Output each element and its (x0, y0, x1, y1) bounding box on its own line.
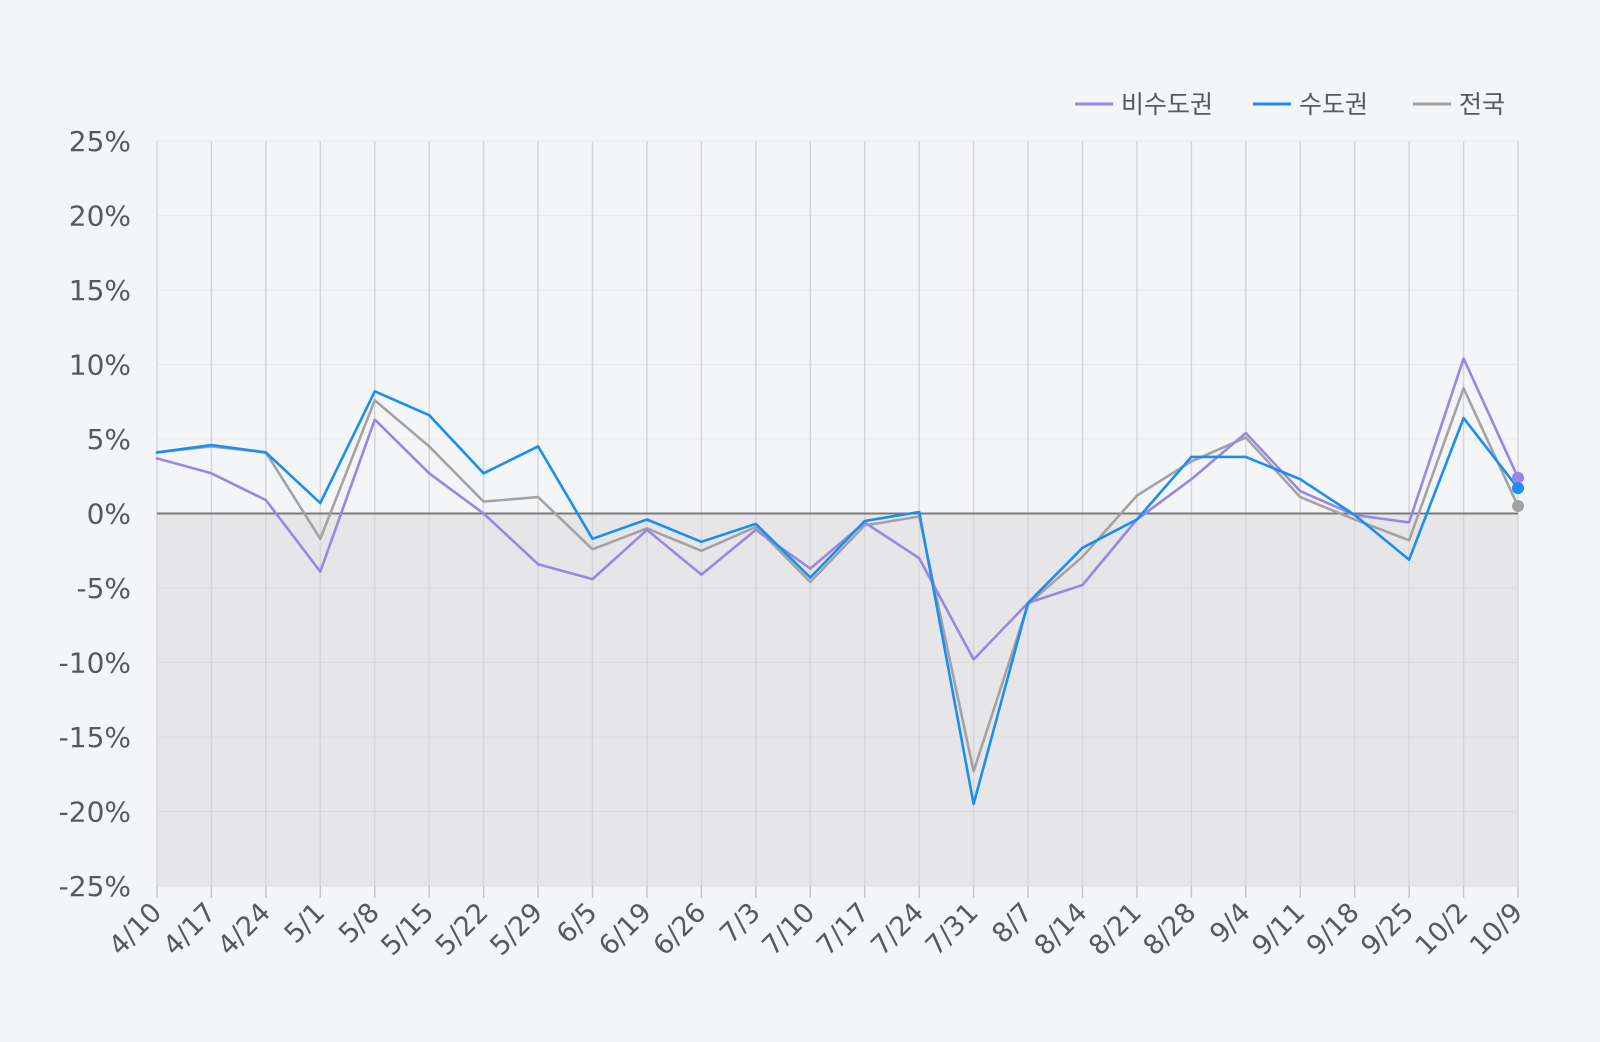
x-tick-label: 6/19 (593, 897, 658, 962)
x-tick-label: 9/11 (1246, 897, 1311, 962)
y-tick-label: -10% (59, 647, 131, 680)
series-end-marker-2 (1512, 500, 1524, 513)
x-tick-label: 9/25 (1355, 897, 1420, 962)
legend-label-0: 비수도권 (1121, 90, 1213, 119)
x-tick-label: 10/2 (1410, 897, 1475, 962)
x-tick-label: 5/29 (484, 897, 549, 962)
gridlines-group (156, 140, 1519, 898)
series-end-marker-0 (1512, 471, 1524, 484)
x-tick-label: 8/14 (1029, 897, 1094, 962)
y-tick-label: 0% (87, 498, 131, 531)
legend-label-2: 전국 (1459, 90, 1505, 119)
y-tick-label: 25% (69, 125, 131, 158)
negative-region-group (157, 513, 1518, 886)
y-tick-label: 5% (87, 423, 131, 456)
legend: 비수도권 수도권 전국 (1075, 90, 1505, 119)
x-tick-label: 7/24 (865, 897, 930, 962)
y-tick-label: 15% (69, 274, 131, 307)
x-tick-label: 5/15 (375, 897, 440, 962)
y-tick-label: 10% (69, 349, 131, 382)
x-axis-ticks: 4/104/174/24 5/1 5/85/155/225/29 6/56/196/2… (103, 897, 1529, 962)
series-line-2 (155, 386, 1520, 773)
x-tick-label: 5/22 (430, 897, 495, 962)
x-tick-label: 9/18 (1301, 897, 1366, 962)
y-tick-label: -25% (59, 870, 131, 903)
x-tick-label: 4/17 (158, 897, 223, 962)
y-axis-ticks: 25% 20% 15% 10% 5% 0% -5% -10% -15% -20% -25% (59, 125, 131, 903)
x-tick-label: 10/9 (1464, 897, 1529, 962)
x-tick-label: 7/10 (756, 897, 821, 962)
series-end-marker-1 (1512, 482, 1524, 495)
x-tick-label: 8/28 (1138, 897, 1203, 962)
x-tick-label: 4/10 (103, 897, 168, 962)
series-end-markers (1512, 471, 1524, 513)
series-line-0 (155, 357, 1520, 661)
y-tick-label: -5% (76, 572, 131, 605)
x-tick-label: 5/1 (279, 897, 332, 950)
y-tick-label: -20% (59, 796, 131, 829)
legend-label-1: 수도권 (1299, 90, 1368, 119)
x-tick-label: 8/21 (1083, 897, 1148, 962)
x-tick-label: 6/26 (648, 897, 713, 962)
series-line-1 (155, 389, 1520, 806)
x-tick-label: 7/31 (920, 897, 985, 962)
series-lines (155, 357, 1520, 806)
x-tick-label: 4/24 (212, 897, 277, 962)
y-tick-label: 20% (69, 200, 131, 233)
negative-region-fill (157, 513, 1518, 886)
y-tick-label: -15% (59, 721, 131, 754)
x-tick-label: 7/17 (811, 897, 876, 962)
